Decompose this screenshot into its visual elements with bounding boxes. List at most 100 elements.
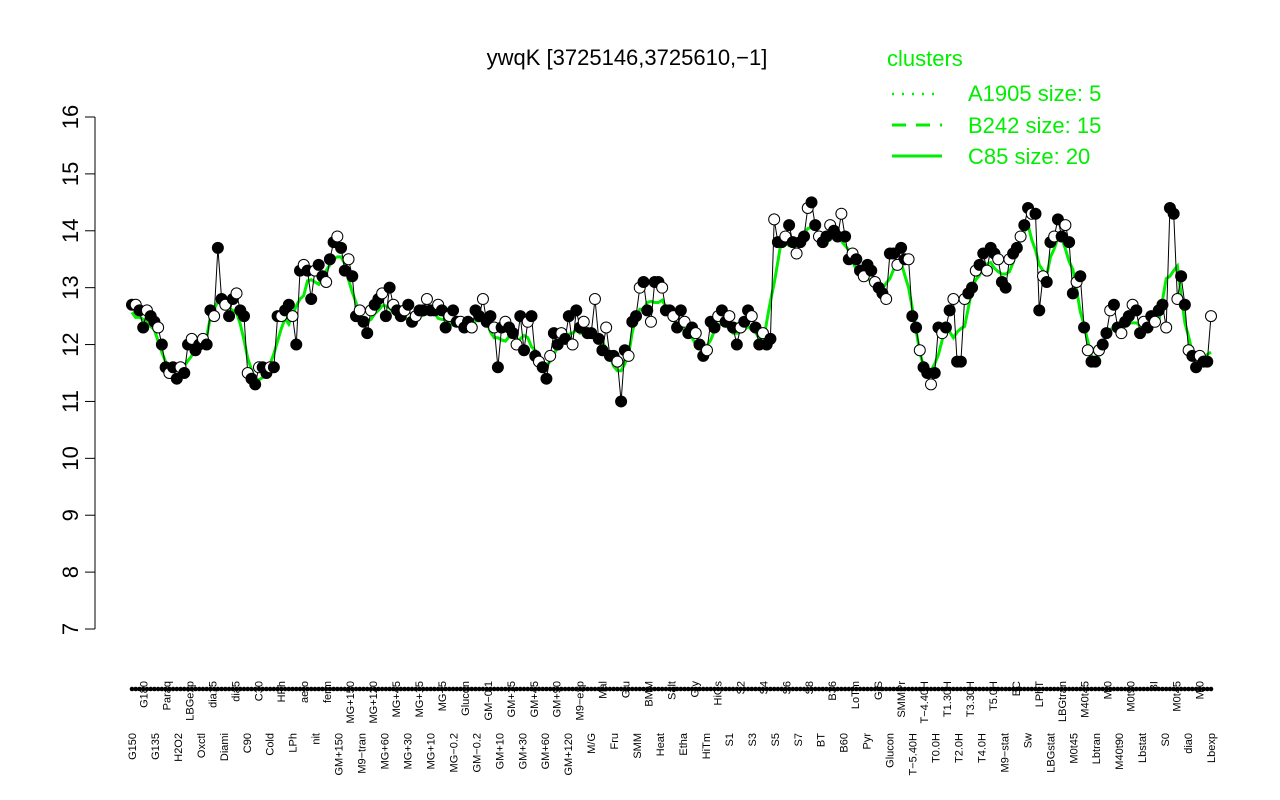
- x-tick-label: M9−stat: [999, 733, 1011, 772]
- x-tick-label: BC: [1011, 681, 1023, 696]
- x-rug-mark: [573, 686, 579, 692]
- data-point: [1115, 327, 1128, 340]
- x-rug-mark: [219, 686, 224, 692]
- data-point: [902, 253, 915, 266]
- x-rug-mark: [988, 686, 994, 692]
- x-rug-mark: [506, 686, 512, 692]
- x-rug-mark: [839, 686, 844, 692]
- x-tick-label: Mt0: [1195, 681, 1207, 699]
- x-tick-label: GM+120: [563, 733, 575, 776]
- x-rug-mark: [854, 686, 859, 692]
- x-rug-mark: [137, 686, 142, 692]
- x-rug-mark: [349, 686, 355, 692]
- data-point: [1156, 298, 1169, 311]
- x-tick-label: Etha: [678, 732, 690, 756]
- x-rug-mark: [1059, 686, 1064, 692]
- x-tick-label: MG+5: [437, 681, 449, 711]
- data-point: [1033, 304, 1046, 317]
- x-rug-mark: [648, 686, 654, 692]
- x-tick-label: B36: [827, 681, 839, 701]
- x-rug-mark: [570, 686, 575, 692]
- x-tick-label: MG+150: [345, 681, 357, 724]
- x-rug-mark: [405, 686, 411, 692]
- x-rug-mark: [1145, 686, 1150, 692]
- x-tick-label: Salt: [667, 681, 679, 700]
- x-rug-mark: [1022, 686, 1027, 692]
- x-rug-mark: [659, 686, 665, 692]
- data-point: [924, 378, 937, 391]
- x-rug-mark: [600, 686, 605, 692]
- legend-label-a1905: A1905 size: 5: [968, 81, 1101, 106]
- data-point: [1018, 219, 1031, 232]
- data-point: [178, 367, 191, 379]
- x-rug-mark: [163, 686, 168, 692]
- data-point: [992, 253, 1005, 266]
- x-rug-mark: [977, 686, 982, 692]
- x-rug-mark: [984, 686, 990, 692]
- x-rug-mark: [383, 686, 389, 692]
- data-point: [906, 310, 919, 323]
- x-rug-mark: [420, 686, 426, 692]
- x-rug-mark: [771, 686, 777, 692]
- x-rug-mark: [809, 686, 814, 692]
- data-point: [506, 327, 519, 340]
- x-rug-mark: [465, 686, 471, 692]
- x-rug-mark: [1096, 686, 1102, 692]
- x-rug-mark: [618, 686, 624, 692]
- x-rug-mark: [906, 686, 911, 692]
- x-tick-label: GM+30: [517, 733, 529, 769]
- x-rug-mark: [671, 686, 676, 692]
- x-tick-label: Mal: [598, 681, 610, 699]
- data-point: [465, 321, 478, 334]
- data-point: [708, 321, 721, 334]
- x-rug-mark: [275, 686, 280, 692]
- data-point: [1100, 327, 1113, 340]
- data-point: [476, 293, 489, 306]
- x-rug-mark: [876, 686, 882, 692]
- data-point: [290, 338, 303, 351]
- x-tick-label: Cold: [265, 733, 277, 756]
- x-rug-mark: [704, 686, 710, 692]
- data-point: [723, 310, 736, 323]
- data-point: [745, 310, 758, 323]
- data-point: [331, 230, 344, 243]
- x-rug-mark: [286, 686, 292, 692]
- x-rug-mark: [1115, 686, 1120, 692]
- x-rug-mark: [155, 686, 161, 692]
- x-rug-mark: [488, 686, 493, 692]
- x-tick-label: S7: [793, 733, 805, 746]
- x-tick-label: dia0: [1183, 733, 1195, 754]
- x-rug-mark: [320, 686, 325, 692]
- x-rug-mark: [629, 686, 635, 692]
- x-tick-label: M40t90: [1114, 733, 1126, 770]
- x-rug-mark: [865, 686, 870, 692]
- x-rug-mark: [279, 686, 284, 692]
- x-rug-mark: [842, 686, 848, 692]
- x-tick-label: Diami: [219, 733, 231, 761]
- x-rug-mark: [234, 686, 239, 692]
- x-tick-label: MG+15: [414, 681, 426, 717]
- x-rug-mark: [544, 686, 549, 692]
- x-rug-mark: [473, 686, 478, 692]
- x-rug-mark: [723, 686, 728, 692]
- x-tick-label: S8: [804, 681, 816, 694]
- x-rug-mark: [1134, 686, 1139, 692]
- data-point: [588, 293, 601, 306]
- x-rug-mark: [1089, 686, 1094, 692]
- data-point: [1175, 270, 1188, 283]
- data-point: [577, 315, 590, 328]
- x-rug-mark: [353, 686, 359, 692]
- x-rug-mark: [346, 686, 351, 692]
- x-rug-mark: [458, 686, 463, 692]
- x-rug-mark: [361, 686, 366, 692]
- x-rug-mark: [249, 686, 254, 692]
- x-rug-mark: [342, 686, 348, 692]
- x-tick-label: LoTm: [850, 681, 862, 709]
- x-tick-label: M0t45: [1068, 733, 1080, 764]
- x-rug-mark: [1048, 686, 1053, 692]
- x-rug-mark: [962, 686, 967, 692]
- x-rug-mark: [1119, 686, 1124, 692]
- x-rug-mark: [305, 686, 310, 692]
- data-point: [1014, 230, 1027, 243]
